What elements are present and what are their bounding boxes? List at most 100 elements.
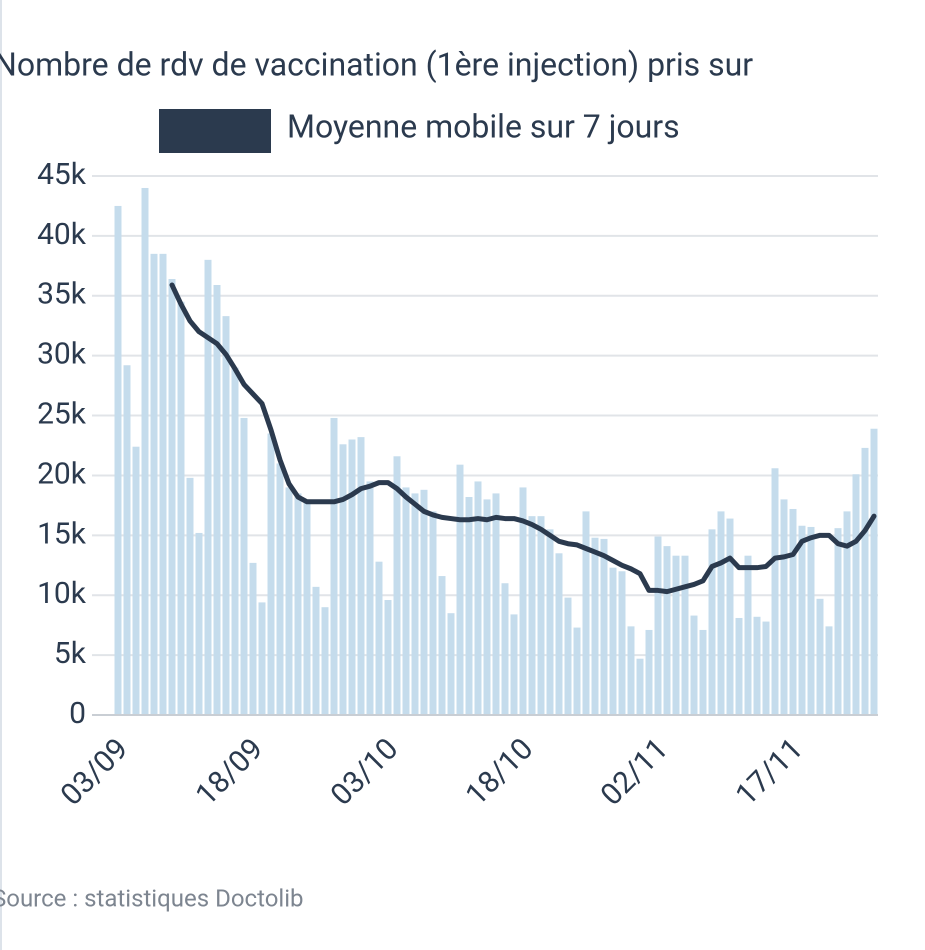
bar [618,571,626,715]
bar [402,487,410,715]
bar [861,447,869,715]
bar [141,187,149,715]
x-tick-label: 03/09 [54,732,135,813]
bar [753,616,761,715]
bar [636,658,644,715]
bar [384,600,392,715]
y-tick-label: 5k [54,636,87,671]
y-tick-label: 15k [37,516,87,551]
bar [546,529,554,715]
x-tick-label: 02/11 [594,732,675,813]
bar [366,481,374,715]
bar [789,508,797,715]
bar [483,499,491,715]
bar [240,417,248,715]
bar [717,511,725,715]
source: Source : statistiques Doctolib [0,884,304,912]
line [169,282,877,595]
bar [393,456,401,715]
y-tick-label: 40k [37,217,87,252]
y-tick-label: 45k [37,157,87,192]
y-tick-label: 10k [37,576,87,611]
bar [321,607,329,715]
bar [771,468,779,715]
bar [330,417,338,715]
x-tick-label: 03/10 [324,732,405,813]
bar [339,444,347,715]
bar [654,536,662,715]
bar [213,284,221,715]
bar [168,279,176,715]
bar [492,493,500,715]
bar [222,316,230,715]
bar [132,446,140,715]
bar [690,615,698,715]
y-tick-label: 20k [37,456,87,491]
bar [591,537,599,715]
bar [600,538,608,715]
bar [681,555,689,715]
y-tick-label: 35k [37,277,87,312]
bar [357,437,365,715]
bar [123,365,131,715]
bar [231,367,239,715]
bar [177,301,185,715]
bar [150,253,158,715]
bar [573,627,581,715]
bar [249,562,257,715]
bar [780,499,788,715]
bar [843,511,851,715]
bar [420,489,428,715]
y-tick-label: 25k [37,396,87,431]
bar [465,497,473,715]
bar [510,614,518,715]
bar [807,526,815,715]
bar [672,555,680,715]
bar [798,525,806,715]
x-tick-label: 18/09 [189,732,270,813]
bar [348,439,356,715]
bar [735,617,743,715]
bar [663,546,671,715]
chart-title: Nombre de rdv de vaccination (1ère injec… [0,45,753,83]
bar [825,626,833,715]
bar [555,553,563,715]
bar [204,259,212,715]
bar [537,516,545,715]
bar [645,629,653,715]
bar [816,598,824,715]
x-tick-label: 17/11 [729,732,810,813]
bar [285,487,293,715]
bar [447,613,455,715]
bar [582,511,590,715]
bar [267,433,275,715]
bar [294,493,302,715]
legend-label: Moyenne mobile sur 7 jours [287,107,680,145]
y-tick-label: 0 [69,696,86,731]
legend-swatch [159,109,271,153]
bar [114,205,122,715]
bar [186,477,194,715]
bar [438,576,446,715]
bar [519,487,527,715]
bar [501,583,509,715]
bar [726,518,734,715]
bar [258,602,266,715]
bar [195,532,203,715]
bar [708,529,716,715]
bar [699,629,707,715]
bar [159,253,167,715]
y-tick-label: 30k [37,337,87,372]
x-tick-label: 18/10 [459,732,540,813]
bar [609,567,617,715]
bar [312,586,320,715]
bar [834,528,842,715]
bar [375,561,383,715]
bar [276,463,284,715]
bar [627,626,635,715]
bar [411,493,419,715]
bar [528,516,536,715]
bar [762,621,770,715]
bar [429,511,437,715]
